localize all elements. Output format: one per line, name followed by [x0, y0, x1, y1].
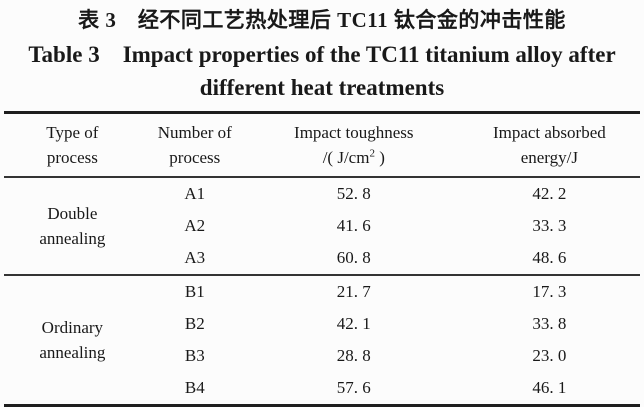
- impact-toughness-value-cell: 28. 8: [336, 346, 371, 365]
- unit-close: ): [374, 148, 385, 167]
- impact-toughness-value-cell: 42. 1: [336, 314, 371, 333]
- absorbed-energy-value-cell: 42. 2: [532, 184, 567, 203]
- unit-base: /( J/cm: [322, 148, 370, 167]
- table-row: A3 60. 8 48. 6: [4, 242, 640, 275]
- header-line: Impact toughness: [294, 123, 414, 142]
- table-caption-chinese: 表 3 经不同工艺热处理后 TC11 钛合金的冲击性能: [78, 8, 566, 32]
- header-impact-toughness-unit: /( J/cm2 ): [249, 145, 459, 170]
- impact-toughness-value-cell: 60. 8: [336, 248, 371, 267]
- process-number-cell: B1: [140, 274, 249, 308]
- impact-toughness-value-cell: 57. 6: [336, 378, 371, 397]
- impact-toughness-value-cell: 21. 7: [248, 274, 459, 308]
- absorbed-energy-value-cell: 46. 1: [532, 378, 567, 397]
- process-type-cell: Ordinary annealing: [4, 274, 141, 406]
- header-line: process: [169, 148, 221, 167]
- impact-toughness-value-cell: 41. 6: [336, 216, 371, 235]
- process-number-cell: A3: [184, 248, 206, 267]
- process-number-cell: B2: [184, 314, 205, 333]
- header-line: Impact absorbed: [492, 123, 606, 142]
- header-line: Type of: [46, 123, 99, 142]
- process-type-line: Double: [47, 204, 98, 223]
- process-number-cell: A2: [184, 216, 206, 235]
- absorbed-energy-value-cell: 23. 0: [532, 346, 567, 365]
- caption-english-line1: Table 3 Impact properties of the TC11 ti…: [28, 42, 616, 67]
- process-type-line: annealing: [39, 343, 106, 362]
- table-row: Double annealing A1 52. 8 42. 2: [4, 177, 640, 248]
- process-number-cell: B4: [184, 378, 205, 397]
- header-type-of-process: Type of process: [4, 112, 141, 178]
- impact-toughness-value-cell: 52. 8: [336, 184, 371, 203]
- absorbed-energy-value-cell: 33. 3: [532, 216, 567, 235]
- table-row: B2 42. 1 33. 8: [4, 308, 640, 340]
- caption-english-line2: different heat treatments: [199, 75, 445, 100]
- header-number-of-process: Number of process: [140, 112, 249, 178]
- table-header-row: Type of process Number of process Impact…: [4, 112, 640, 178]
- table-row: Ordinary annealing B1 21. 7 17. 3: [4, 274, 640, 406]
- impact-properties-table: Type of process Number of process Impact…: [4, 111, 640, 407]
- process-number-cell: A1: [184, 184, 206, 203]
- header-line: process: [46, 148, 98, 167]
- header-impact-toughness: Impact toughness /( J/cm2 ): [248, 112, 459, 178]
- header-line: Number of: [157, 123, 232, 142]
- process-type-line: annealing: [39, 229, 106, 248]
- process-group-ordinary-annealing: Ordinary annealing B1 21. 7 17. 3 B2 42. 1 33. …: [4, 274, 640, 406]
- absorbed-energy-value-cell: 33. 8: [532, 314, 567, 333]
- table-row: B4 57. 6 46. 1: [4, 372, 640, 406]
- table-row: A2 41. 6 33. 3: [4, 210, 640, 242]
- header-impact-absorbed-energy: Impact absorbed energy/J: [458, 112, 640, 178]
- process-type-line: Ordinary: [41, 318, 104, 337]
- absorbed-energy-value-cell: 17. 3: [458, 274, 640, 308]
- process-type-cell: Double annealing: [4, 177, 141, 275]
- header-row: Type of process Number of process Impact…: [4, 112, 640, 178]
- table-caption-english: Table 3 Impact properties of the TC11 ti…: [0, 38, 644, 104]
- process-number-cell: B3: [184, 346, 205, 365]
- header-line: energy/J: [520, 148, 578, 167]
- unit-superscript: 2: [369, 147, 375, 160]
- absorbed-energy-value-cell: 48. 6: [532, 248, 567, 267]
- table-row: B3 28. 8 23. 0: [4, 340, 640, 372]
